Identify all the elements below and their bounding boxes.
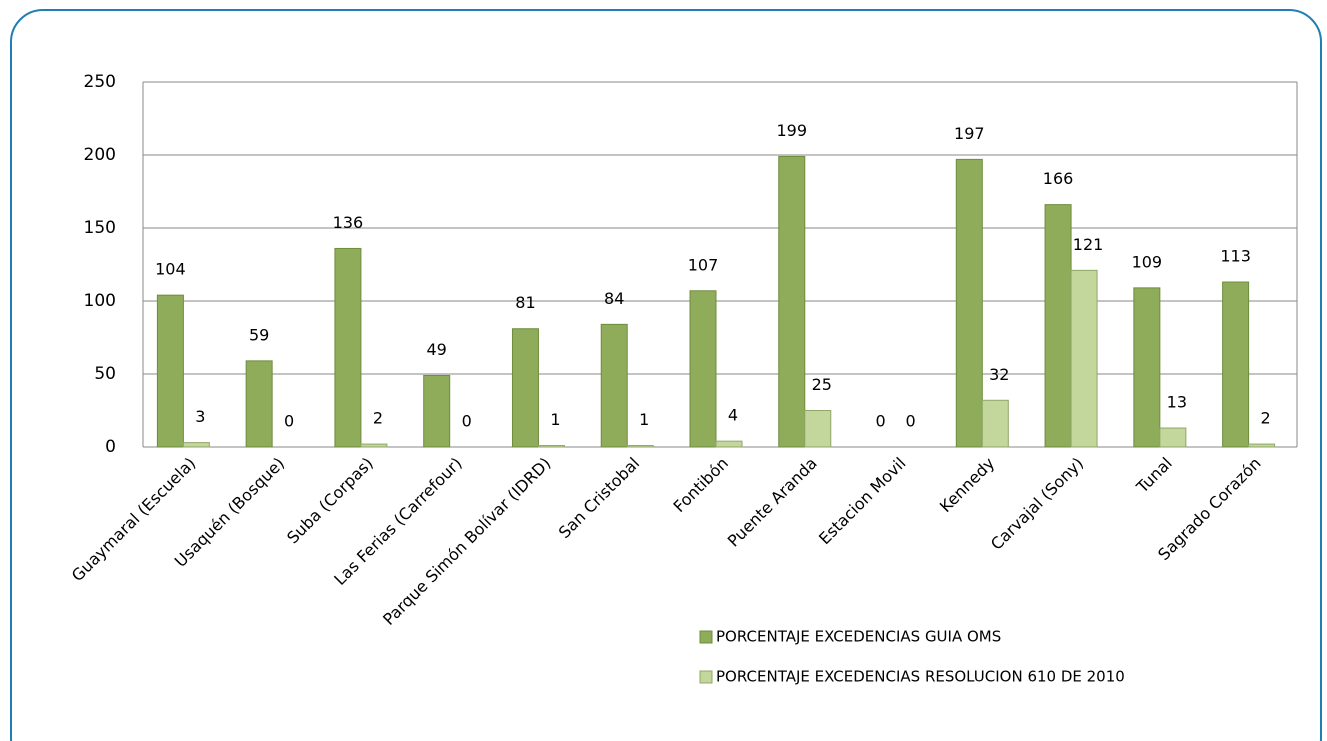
value-label: 84 — [604, 289, 624, 308]
value-label: 25 — [812, 375, 832, 394]
legend-swatch — [699, 670, 713, 684]
value-label: 2 — [373, 409, 383, 428]
value-label: 199 — [776, 121, 807, 140]
frame — [10, 9, 1322, 741]
bar — [1159, 427, 1187, 448]
value-label: 109 — [1132, 252, 1163, 271]
value-label: 0 — [875, 412, 885, 431]
bar — [245, 360, 273, 448]
value-label: 81 — [515, 293, 535, 312]
value-label: 113 — [1220, 247, 1251, 266]
bar — [1248, 443, 1276, 448]
bar — [156, 294, 184, 448]
value-label: 0 — [462, 412, 472, 431]
value-label: 104 — [155, 260, 186, 279]
value-label: 4 — [728, 406, 738, 425]
bar — [778, 155, 806, 448]
y-tick-label: 100 — [84, 291, 116, 311]
bar — [182, 442, 210, 448]
bar — [537, 445, 565, 448]
bar — [981, 399, 1009, 448]
value-label: 3 — [195, 407, 205, 426]
bar — [1044, 204, 1072, 448]
bar — [1222, 281, 1250, 448]
legend-swatch — [699, 630, 713, 644]
value-label: 49 — [427, 340, 447, 359]
bar — [1070, 269, 1098, 448]
value-label: 1 — [550, 410, 560, 429]
value-label: 121 — [1073, 235, 1104, 254]
bar — [360, 443, 388, 448]
value-label: 0 — [905, 412, 915, 431]
bar — [804, 410, 832, 448]
value-label: 13 — [1167, 393, 1187, 412]
value-label: 32 — [989, 365, 1009, 384]
bar — [600, 323, 628, 448]
y-tick-label: 200 — [84, 145, 116, 165]
value-label: 2 — [1261, 409, 1271, 428]
y-tick-label: 50 — [94, 364, 116, 384]
y-tick-label: 250 — [84, 72, 116, 92]
bar — [689, 290, 717, 448]
bar — [626, 445, 654, 448]
y-tick-label: 150 — [84, 218, 116, 238]
value-label: 166 — [1043, 169, 1074, 188]
bar — [334, 247, 362, 448]
bar — [423, 374, 451, 448]
value-label: 107 — [688, 255, 719, 274]
bar — [1133, 287, 1161, 448]
bar — [715, 440, 743, 448]
value-label: 197 — [954, 124, 985, 143]
value-label: 136 — [333, 213, 364, 232]
legend-label: PORCENTAJE EXCEDENCIAS GUIA OMS — [716, 628, 1001, 646]
value-label: 1 — [639, 410, 649, 429]
legend-label: PORCENTAJE EXCEDENCIAS RESOLUCION 610 DE… — [716, 668, 1125, 686]
y-tick-label: 0 — [105, 437, 116, 457]
bar — [955, 158, 983, 448]
bar — [511, 328, 539, 448]
value-label: 59 — [249, 325, 269, 344]
value-label: 0 — [284, 412, 294, 431]
